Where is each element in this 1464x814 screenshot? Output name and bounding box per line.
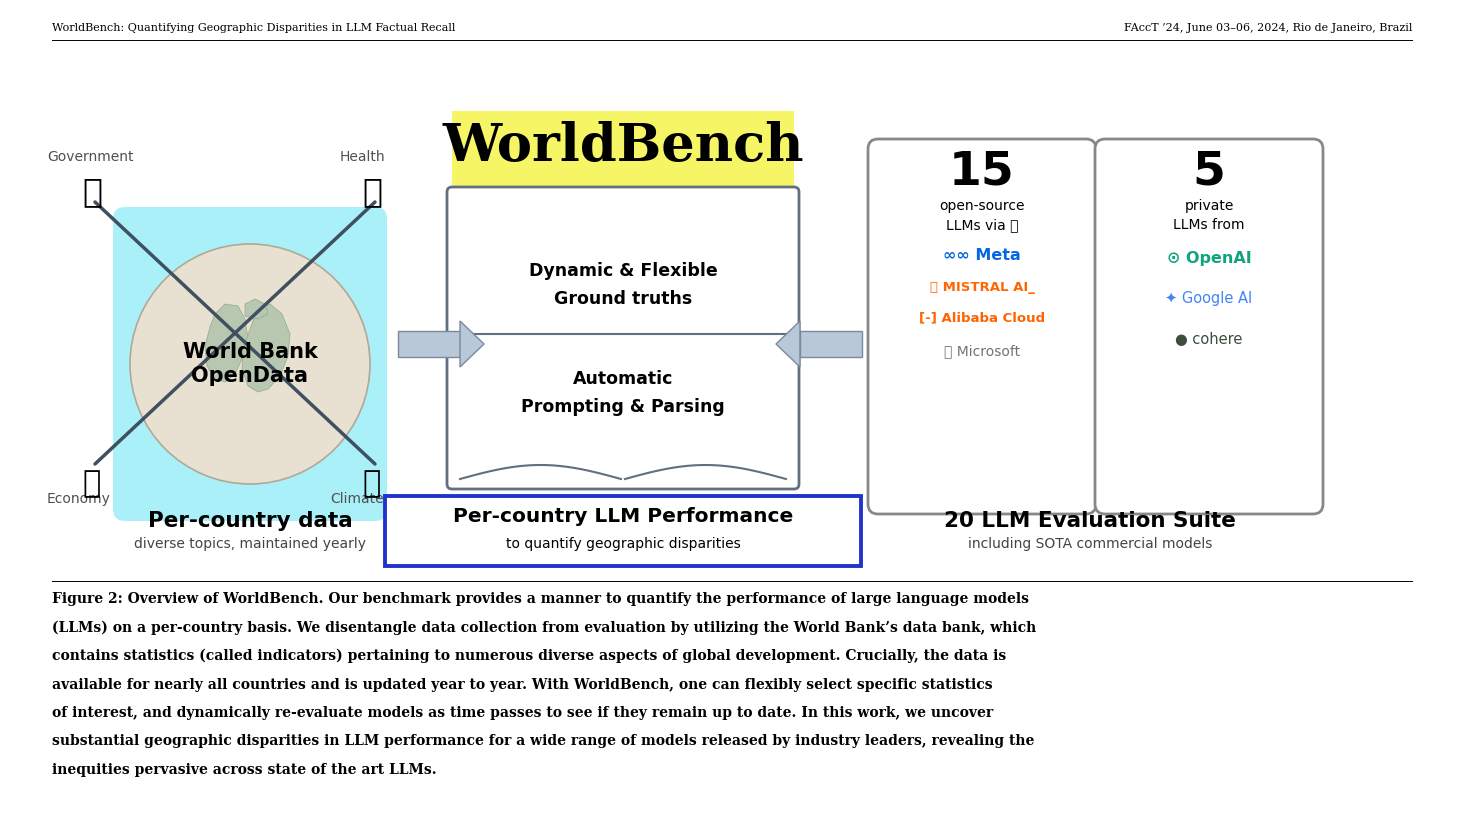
Text: Economy: Economy	[47, 492, 111, 506]
FancyBboxPatch shape	[398, 331, 460, 357]
Text: ● cohere: ● cohere	[1176, 331, 1243, 347]
Text: Automatic: Automatic	[572, 370, 673, 388]
Text: LLMs via 🦙: LLMs via 🦙	[946, 218, 1019, 232]
Text: inequities pervasive across state of the art LLMs.: inequities pervasive across state of the…	[53, 763, 436, 777]
Text: Per-country data: Per-country data	[148, 511, 353, 531]
Text: LLMs from: LLMs from	[1173, 218, 1244, 232]
Text: Climate: Climate	[329, 492, 384, 506]
Text: of interest, and dynamically re-evaluate models as time passes to see if they re: of interest, and dynamically re-evaluate…	[53, 706, 993, 720]
FancyBboxPatch shape	[385, 496, 861, 566]
Polygon shape	[205, 304, 247, 382]
Text: to quantify geographic disparities: to quantify geographic disparities	[505, 537, 741, 551]
Text: available for nearly all countries and is updated year to year. With WorldBench,: available for nearly all countries and i…	[53, 677, 993, 692]
Text: 15: 15	[949, 150, 1015, 195]
Text: 🐷: 🐷	[83, 470, 101, 498]
Text: Dynamic & Flexible: Dynamic & Flexible	[529, 262, 717, 280]
Text: Ground truths: Ground truths	[553, 290, 692, 308]
Text: World Bank: World Bank	[183, 342, 318, 362]
Text: including SOTA commercial models: including SOTA commercial models	[968, 537, 1212, 551]
Text: ⬛ Microsoft: ⬛ Microsoft	[944, 344, 1020, 358]
Text: WorldBench: Quantifying Geographic Disparities in LLM Factual Recall: WorldBench: Quantifying Geographic Dispa…	[53, 23, 455, 33]
Text: Per-country LLM Performance: Per-country LLM Performance	[452, 506, 793, 526]
Text: 5: 5	[1193, 150, 1225, 195]
Text: Prompting & Parsing: Prompting & Parsing	[521, 398, 725, 416]
Text: substantial geographic disparities in LLM performance for a wide range of models: substantial geographic disparities in LL…	[53, 734, 1035, 749]
Text: ⊙ OpenAI: ⊙ OpenAI	[1167, 252, 1252, 266]
Text: Figure 2: Overview of WorldBench. Our benchmark provides a manner to quantify th: Figure 2: Overview of WorldBench. Our be…	[53, 592, 1029, 606]
Polygon shape	[244, 299, 268, 319]
Text: 🌊: 🌊	[363, 470, 381, 498]
Text: OpenData: OpenData	[192, 366, 309, 386]
Text: open-source: open-source	[940, 199, 1025, 213]
Text: (LLMs) on a per-country basis. We disentangle data collection from evaluation by: (LLMs) on a per-country basis. We disent…	[53, 620, 1037, 635]
Text: WorldBench: WorldBench	[442, 120, 804, 172]
Text: ✦ Google AI: ✦ Google AI	[1165, 291, 1253, 307]
Text: ∞∞ Meta: ∞∞ Meta	[943, 248, 1020, 264]
Text: 🔶 MISTRAL AI_: 🔶 MISTRAL AI_	[930, 281, 1035, 294]
Text: [-] Alibaba Cloud: [-] Alibaba Cloud	[919, 312, 1045, 325]
Polygon shape	[776, 321, 799, 367]
FancyBboxPatch shape	[799, 331, 862, 357]
Polygon shape	[460, 321, 485, 367]
Text: 🔨: 🔨	[82, 176, 102, 208]
Text: diverse topics, maintained yearly: diverse topics, maintained yearly	[135, 537, 366, 551]
FancyBboxPatch shape	[868, 139, 1097, 514]
FancyBboxPatch shape	[447, 187, 799, 489]
Text: 20 LLM Evaluation Suite: 20 LLM Evaluation Suite	[944, 511, 1236, 531]
Text: contains statistics (called indicators) pertaining to numerous diverse aspects o: contains statistics (called indicators) …	[53, 649, 1006, 663]
FancyBboxPatch shape	[1095, 139, 1323, 514]
Polygon shape	[242, 304, 290, 392]
Text: FAccT ’24, June 03–06, 2024, Rio de Janeiro, Brazil: FAccT ’24, June 03–06, 2024, Rio de Jane…	[1124, 23, 1411, 33]
Text: Health: Health	[340, 150, 385, 164]
Text: 💗: 💗	[362, 176, 382, 208]
Text: Government: Government	[47, 150, 133, 164]
Circle shape	[130, 244, 370, 484]
Text: private: private	[1184, 199, 1234, 213]
FancyBboxPatch shape	[452, 111, 793, 186]
FancyBboxPatch shape	[113, 207, 386, 521]
